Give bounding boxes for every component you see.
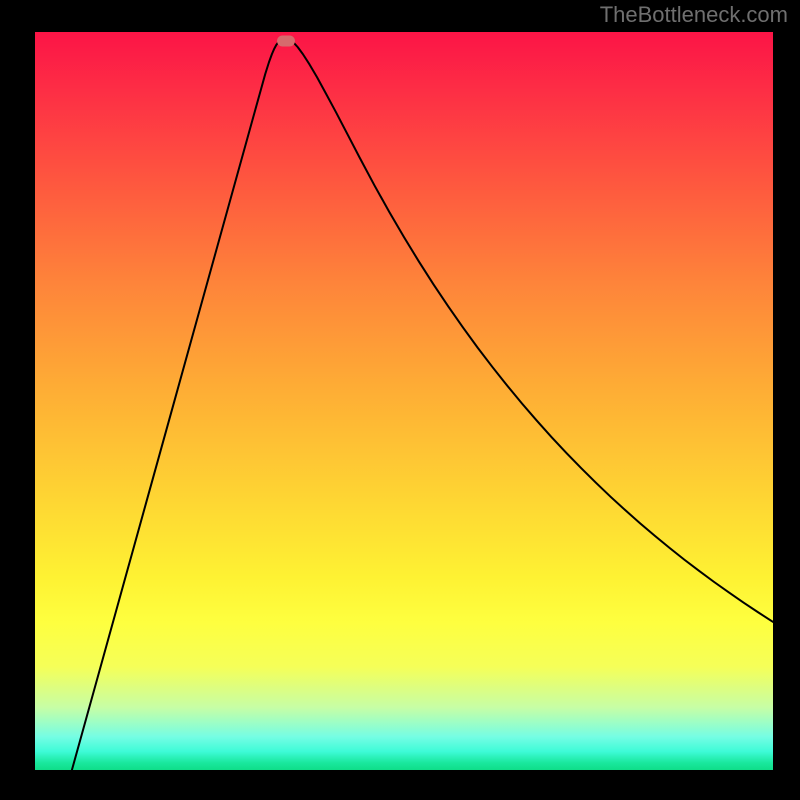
curve-path xyxy=(72,38,773,770)
optimal-point-marker xyxy=(277,35,295,46)
watermark-text: TheBottleneck.com xyxy=(600,2,788,28)
plot-area xyxy=(35,32,773,770)
bottleneck-curve xyxy=(35,32,773,770)
